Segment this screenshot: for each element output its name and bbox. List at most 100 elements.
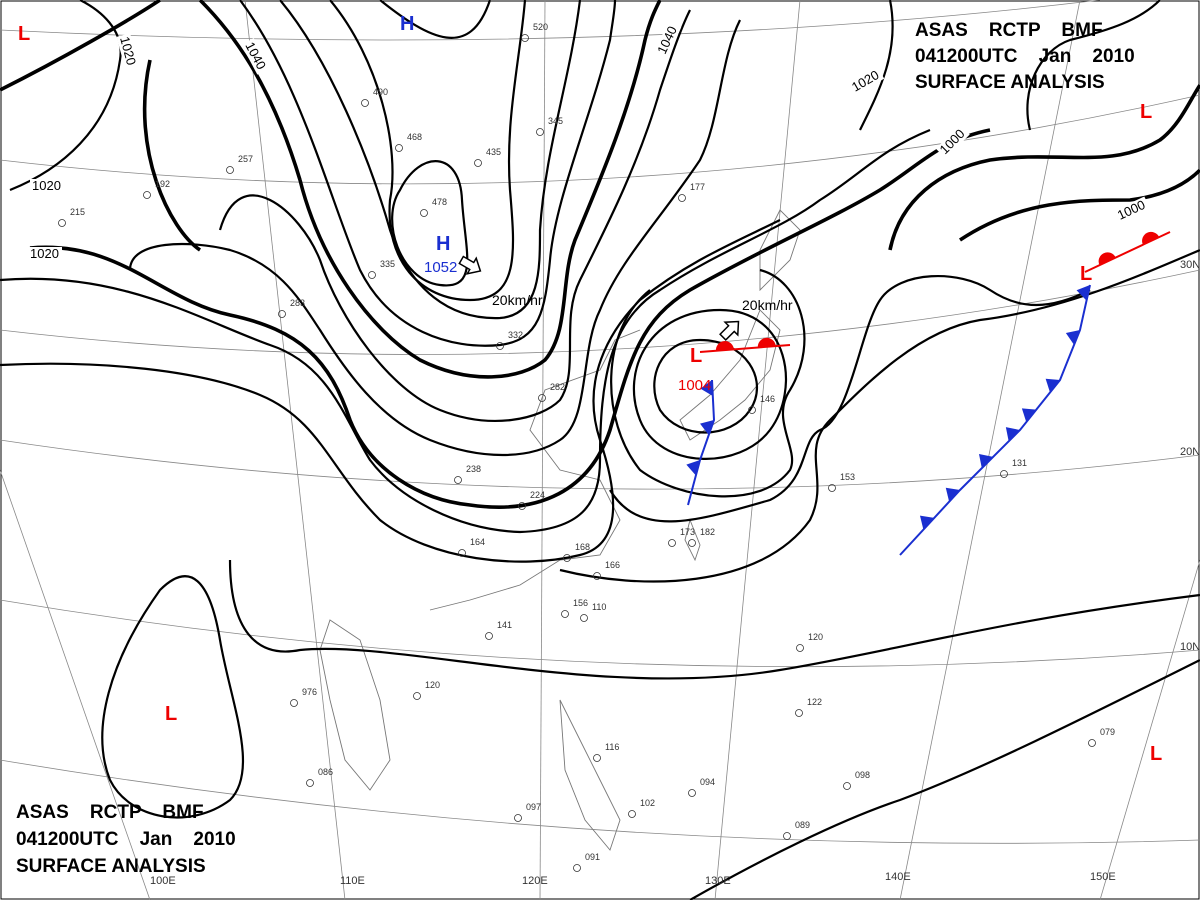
motion-label: 20km/hr bbox=[742, 297, 793, 313]
station-marker bbox=[843, 782, 851, 790]
station-marker bbox=[496, 342, 504, 350]
station-pressure: 164 bbox=[470, 537, 485, 547]
station-marker bbox=[796, 644, 804, 652]
isobar bbox=[9, 0, 122, 192]
station-pressure: 224 bbox=[530, 490, 545, 500]
isobar bbox=[218, 9, 691, 422]
station-marker bbox=[413, 692, 421, 700]
station-pressure: 192 bbox=[155, 179, 170, 189]
station-marker bbox=[458, 549, 466, 557]
station-marker bbox=[361, 99, 369, 107]
station-marker bbox=[783, 832, 791, 840]
station-marker bbox=[561, 610, 569, 618]
meridian bbox=[899, 0, 1081, 900]
cold-front-triangle bbox=[978, 454, 994, 469]
meridian bbox=[244, 0, 346, 900]
isobar-label: 1020 bbox=[32, 178, 61, 193]
header-line: SURFACE ANALYSIS bbox=[915, 72, 1105, 93]
station-pressure: 345 bbox=[548, 116, 563, 126]
motion-arrow bbox=[458, 255, 482, 275]
meridian bbox=[714, 0, 801, 900]
station-pressure: 177 bbox=[690, 182, 705, 192]
station-pressure: 182 bbox=[700, 527, 715, 537]
station-marker bbox=[1088, 739, 1096, 747]
parallel bbox=[0, 599, 1200, 668]
pressure-center-symbol: L bbox=[1150, 743, 1162, 765]
isobar bbox=[959, 168, 1200, 242]
isobar bbox=[329, 0, 527, 302]
isobar-label-bg bbox=[1113, 196, 1151, 224]
header-line: ASAS RCTP BMF bbox=[915, 20, 1103, 41]
cold-front-triangle bbox=[686, 460, 700, 476]
station-pressure: 478 bbox=[432, 197, 447, 207]
motion-arrow bbox=[719, 320, 740, 341]
station-marker bbox=[368, 271, 376, 279]
isobar-label: 1020 bbox=[30, 246, 59, 261]
station-pressure: 089 bbox=[795, 820, 810, 830]
isobar-label-bg bbox=[935, 124, 970, 159]
coastline bbox=[679, 309, 781, 441]
station-marker bbox=[1000, 470, 1008, 478]
parallel bbox=[0, 759, 1200, 844]
station-pressure: 976 bbox=[302, 687, 317, 697]
warm-front bbox=[699, 344, 791, 353]
longitude-label: 120E bbox=[522, 875, 548, 887]
isobar bbox=[0, 128, 931, 534]
meridian bbox=[0, 469, 151, 900]
warm-front-semicircle bbox=[1142, 231, 1160, 245]
station-pressure: 122 bbox=[807, 697, 822, 707]
station-pressure: 120 bbox=[808, 632, 823, 642]
station-pressure: 086 bbox=[318, 767, 333, 777]
isobar bbox=[610, 268, 806, 498]
station-marker bbox=[278, 310, 286, 318]
station-pressure: 094 bbox=[700, 777, 715, 787]
cold-front-triangle bbox=[919, 515, 935, 530]
station-marker bbox=[688, 789, 696, 797]
station-pressure: 153 bbox=[840, 472, 855, 482]
pressure-center-symbol: L bbox=[165, 703, 177, 725]
station-marker bbox=[395, 144, 403, 152]
station-pressure: 146 bbox=[760, 394, 775, 404]
isobar bbox=[198, 0, 662, 379]
isobar bbox=[228, 559, 1200, 680]
station-pressure: 332 bbox=[508, 330, 523, 340]
cold-front bbox=[687, 379, 716, 506]
station-pressure: 097 bbox=[526, 802, 541, 812]
latitude-label: 30N bbox=[1180, 259, 1200, 271]
station-marker bbox=[795, 709, 803, 717]
pressure-center-value: 1004 bbox=[678, 377, 711, 394]
station-pressure: 435 bbox=[486, 147, 501, 157]
station-marker bbox=[828, 484, 836, 492]
pressure-center-symbol: L bbox=[1080, 263, 1092, 285]
station-marker bbox=[628, 810, 636, 818]
station-marker bbox=[306, 779, 314, 787]
station-pressure: 468 bbox=[407, 132, 422, 142]
station-pressure: 257 bbox=[238, 154, 253, 164]
cold-front-triangle bbox=[1076, 285, 1090, 301]
station-pressure: 215 bbox=[70, 207, 85, 217]
station-marker bbox=[290, 699, 298, 707]
longitude-label: 100E bbox=[150, 875, 176, 887]
longitude-label: 130E bbox=[705, 875, 731, 887]
cold-front-triangle bbox=[1005, 427, 1020, 442]
station-marker bbox=[514, 814, 522, 822]
isobar bbox=[888, 84, 1200, 251]
cold-front-triangle bbox=[700, 420, 714, 436]
isobar-label-bg bbox=[30, 179, 64, 193]
warm-front-semicircle bbox=[1098, 252, 1116, 266]
coastline bbox=[559, 699, 621, 851]
station-marker bbox=[688, 539, 696, 547]
station-marker bbox=[573, 864, 581, 872]
station-pressure: 120 bbox=[425, 680, 440, 690]
station-marker bbox=[593, 754, 601, 762]
isobar bbox=[279, 0, 582, 320]
station-pressure: 335 bbox=[380, 259, 395, 269]
isobar-label: 1020 bbox=[117, 35, 139, 67]
station-pressure: 490 bbox=[373, 87, 388, 97]
station-pressure: 079 bbox=[1100, 727, 1115, 737]
isobar-label-bg bbox=[241, 38, 270, 75]
cold-front-triangle bbox=[1021, 408, 1037, 423]
isobar-label-bg bbox=[847, 66, 885, 96]
cold-front-triangle bbox=[700, 380, 713, 396]
isobar-label-bg bbox=[28, 247, 62, 261]
